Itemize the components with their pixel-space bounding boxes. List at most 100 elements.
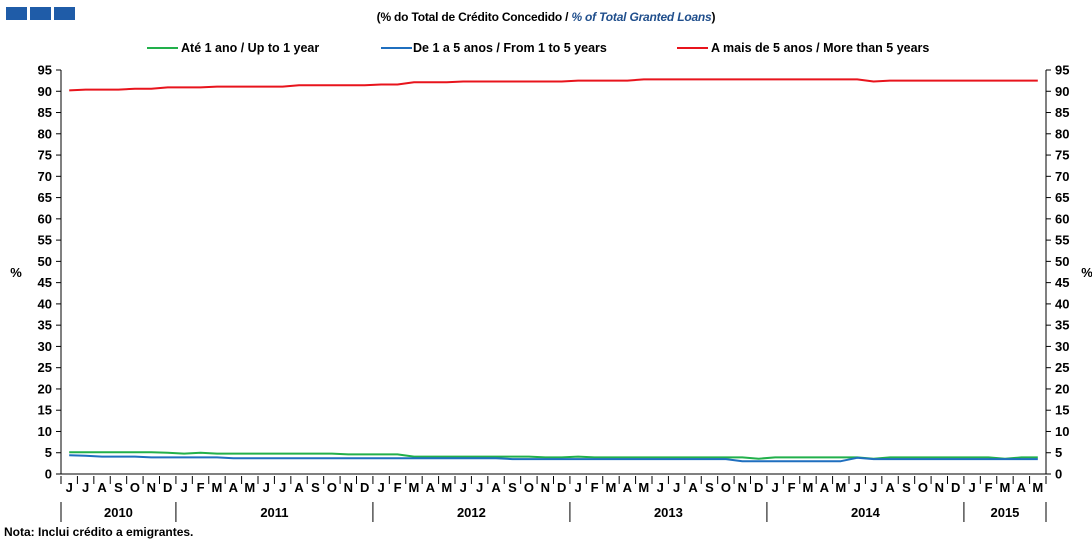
y-tick-label-right: 80 (1055, 126, 1069, 141)
y-tick-label-right: 35 (1055, 318, 1069, 333)
y-tick-label-right: 15 (1055, 403, 1069, 418)
y-tick-label-right: 75 (1055, 148, 1069, 163)
y-tick-label-left: 85 (38, 105, 52, 120)
y-axis-label-left: % (10, 265, 22, 280)
y-tick-label-left: 80 (38, 126, 52, 141)
y-tick-label-left: 60 (38, 211, 52, 226)
y-tick-label-left: 5 (45, 445, 52, 460)
month-label: J (378, 480, 385, 495)
month-label: S (114, 480, 123, 495)
month-label: A (97, 480, 107, 495)
month-label: S (902, 480, 911, 495)
y-tick-label-right: 10 (1055, 424, 1069, 439)
month-label: O (130, 480, 140, 495)
month-label: F (591, 480, 599, 495)
month-label: A (491, 480, 501, 495)
month-label: J (263, 480, 270, 495)
subtitle-close: ) (711, 10, 716, 24)
month-label: D (557, 480, 566, 495)
y-tick-label-right: 30 (1055, 339, 1069, 354)
month-label: F (197, 480, 205, 495)
series-line-3 (69, 78, 1038, 92)
month-label: A (820, 480, 830, 495)
month-label: M (638, 480, 649, 495)
y-tick-label-left: 15 (38, 403, 52, 418)
y-tick-label-left: 90 (38, 84, 52, 99)
y-axis-label-right: % (1081, 265, 1092, 280)
year-label: 2011 (260, 505, 288, 520)
legend-label-3: A mais de 5 anos / More than 5 years (711, 41, 929, 55)
month-label: A (1017, 480, 1027, 495)
month-label: A (885, 480, 895, 495)
month-label: M (606, 480, 617, 495)
y-tick-label-right: 90 (1055, 84, 1069, 99)
month-label: M (1032, 480, 1043, 495)
month-label: N (738, 480, 747, 495)
month-label: M (835, 480, 846, 495)
logo-block-3 (54, 7, 75, 20)
month-label: M (212, 480, 223, 495)
month-label: J (82, 480, 89, 495)
month-label: N (344, 480, 353, 495)
month-label: J (854, 480, 861, 495)
month-label: M (803, 480, 814, 495)
month-label: J (460, 480, 467, 495)
y-tick-label-left: 40 (38, 296, 52, 311)
y-tick-label-right: 0 (1055, 467, 1062, 482)
y-tick-label-left: 45 (38, 275, 52, 290)
month-label: D (754, 480, 763, 495)
month-label: S (705, 480, 714, 495)
footnote: Nota: Inclui crédito a emigrantes. (4, 525, 194, 539)
month-label: J (575, 480, 582, 495)
logo-block-1 (6, 7, 27, 20)
y-tick-label-right: 5 (1055, 445, 1062, 460)
month-label: A (623, 480, 633, 495)
month-label: O (918, 480, 928, 495)
month-label: N (935, 480, 944, 495)
y-tick-label-right: 55 (1055, 233, 1069, 248)
year-label: 2015 (990, 505, 1019, 520)
month-label: A (229, 480, 239, 495)
month-label: S (311, 480, 320, 495)
y-tick-label-left: 20 (38, 381, 52, 396)
month-label: J (66, 480, 73, 495)
month-label: N (147, 480, 156, 495)
month-label: D (951, 480, 960, 495)
month-label: J (772, 480, 779, 495)
y-tick-label-left: 95 (38, 63, 52, 78)
month-label: J (657, 480, 664, 495)
y-tick-label-right: 50 (1055, 254, 1069, 269)
y-tick-label-left: 65 (38, 190, 52, 205)
month-label: F (985, 480, 993, 495)
subtitle-en: % of Total Granted Loans (571, 10, 712, 24)
y-tick-label-left: 35 (38, 318, 52, 333)
y-tick-label-left: 70 (38, 169, 52, 184)
legend-label-2: De 1 a 5 anos / From 1 to 5 years (413, 41, 607, 55)
y-tick-label-right: 25 (1055, 360, 1069, 375)
y-tick-label-right: 60 (1055, 211, 1069, 226)
year-label: 2013 (654, 505, 683, 520)
month-label: F (394, 480, 402, 495)
y-tick-label-right: 95 (1055, 63, 1069, 78)
month-label: O (524, 480, 534, 495)
month-label: A (294, 480, 304, 495)
year-label: 2014 (851, 505, 881, 520)
month-label: A (688, 480, 698, 495)
logo-block-2 (30, 7, 51, 20)
y-tick-label-right: 65 (1055, 190, 1069, 205)
month-label: M (441, 480, 452, 495)
y-tick-label-right: 40 (1055, 296, 1069, 311)
month-label: D (163, 480, 172, 495)
y-tick-label-right: 20 (1055, 381, 1069, 396)
month-label: F (788, 480, 796, 495)
month-label: J (476, 480, 483, 495)
y-tick-label-left: 50 (38, 254, 52, 269)
month-label: J (673, 480, 680, 495)
chart-subtitle: (% do Total de Crédito Concedido / % of … (0, 10, 1092, 24)
month-label: M (1000, 480, 1011, 495)
y-tick-label-right: 85 (1055, 105, 1069, 120)
y-tick-label-left: 25 (38, 360, 52, 375)
y-tick-label-left: 55 (38, 233, 52, 248)
month-label: S (508, 480, 517, 495)
